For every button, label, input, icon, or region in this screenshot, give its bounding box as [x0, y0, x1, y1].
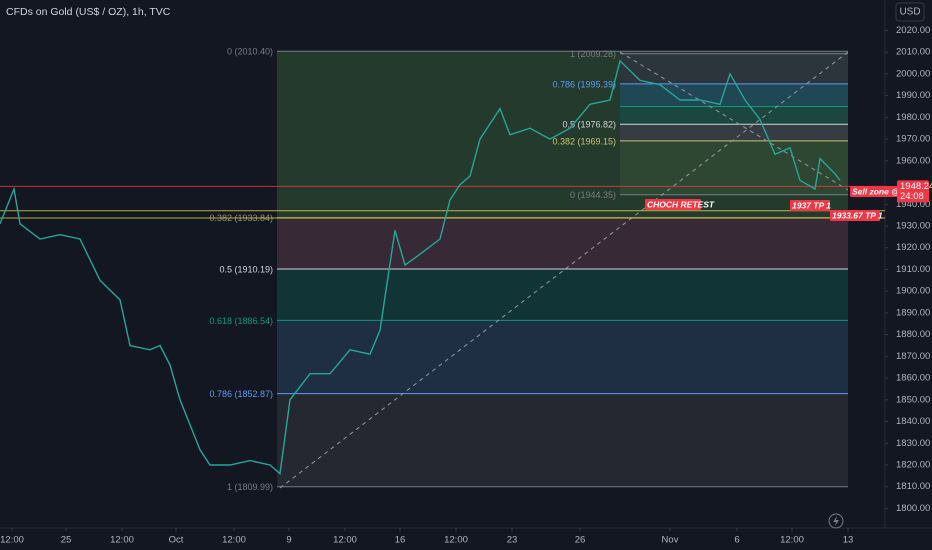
- y-tick-label: 1920.00: [896, 242, 930, 253]
- annotation: CHOCH RETEST: [647, 199, 715, 209]
- y-tick-label: 1970.00: [896, 134, 930, 145]
- x-tick-label: 26: [575, 535, 586, 546]
- fib-label: 0.786 (1852.87): [209, 389, 273, 399]
- chart-title: CFDs on Gold (US$ / OZ), 1h, TVC: [6, 6, 171, 18]
- y-tick-label: 1850.00: [896, 394, 930, 405]
- y-tick-label: 1980.00: [896, 112, 930, 123]
- x-tick-label: 6: [734, 535, 739, 546]
- x-tick-label: 12:00: [0, 535, 24, 546]
- y-tick-label: 1940.00: [896, 199, 930, 210]
- fib-label: 0 (2010.40): [227, 47, 273, 57]
- currency-button[interactable]: [895, 2, 925, 22]
- x-tick-label: 12:00: [333, 535, 357, 546]
- fib-label: 1 (2009.28): [570, 49, 616, 59]
- fib-zone: [277, 393, 848, 487]
- annotation: 1937 TP 1: [792, 200, 831, 210]
- x-tick-label: 12:00: [110, 535, 134, 546]
- y-tick-label: 1820.00: [896, 460, 930, 471]
- x-tick-label: Oct: [169, 535, 184, 546]
- x-tick-label: 25: [61, 535, 72, 546]
- fib-label: 0.382 (1969.15): [552, 136, 616, 146]
- fib-label: 0.5 (1910.19): [219, 264, 273, 274]
- last-price: 1948.24: [900, 181, 932, 192]
- y-tick-label: 1900.00: [896, 286, 930, 297]
- annotation: 1933.67 TP 1: [832, 210, 883, 220]
- y-tick-label: 1960.00: [896, 155, 930, 166]
- y-tick-label: 1870.00: [896, 351, 930, 362]
- y-tick-label: 1890.00: [896, 307, 930, 318]
- y-tick-label: 1910.00: [896, 264, 930, 275]
- y-tick-label: 1880.00: [896, 329, 930, 340]
- y-tick-label: 1840.00: [896, 416, 930, 427]
- x-tick-label: 13: [843, 535, 854, 546]
- annotation-box: [790, 200, 830, 211]
- fib-label: 0.618 (1886.54): [209, 316, 273, 326]
- x-tick-label: 16: [395, 535, 406, 546]
- fib-label: 0.786 (1995.39): [552, 79, 616, 89]
- annotation-box: [830, 210, 880, 221]
- y-tick-label: 2000.00: [896, 68, 930, 79]
- y-tick-label: 1810.00: [896, 481, 930, 492]
- fib-zone: [277, 269, 848, 321]
- x-tick-label: 9: [286, 535, 291, 546]
- annotation: Sell zone @ 1: [852, 186, 907, 196]
- fib-zone: [620, 53, 848, 84]
- y-tick-label: 2010.00: [896, 47, 930, 58]
- x-tick-label: 12:00: [222, 535, 246, 546]
- currency-label[interactable]: USD: [899, 7, 920, 18]
- fib-label: 0.5 (1976.82): [562, 120, 616, 130]
- fib-zone: [620, 124, 848, 141]
- fib-zone: [620, 83, 848, 107]
- y-tick-label: 1990.00: [896, 90, 930, 101]
- lightning-glyph: [833, 516, 839, 526]
- y-tick-label: 2020.00: [896, 25, 930, 36]
- fib-zone: [620, 106, 848, 125]
- annotation-box: [645, 199, 701, 210]
- fib-zone: [277, 217, 848, 270]
- countdown: 24:08: [900, 191, 924, 202]
- y-tick-label: 1860.00: [896, 373, 930, 384]
- lightning-icon[interactable]: [828, 513, 844, 529]
- annotation-box: [850, 186, 900, 197]
- x-tick-label: 12:00: [444, 535, 468, 546]
- fib-zone: [277, 320, 848, 394]
- y-tick-label: 1830.00: [896, 438, 930, 449]
- y-tick-label: 1930.00: [896, 220, 930, 231]
- x-tick-label: 23: [507, 535, 518, 546]
- y-tick-label: 1800.00: [896, 503, 930, 514]
- x-tick-label: 12:00: [780, 535, 804, 546]
- fib-label: 1 (1809.99): [227, 482, 273, 492]
- price-line: [0, 59, 841, 476]
- fib-label: 0 (1944.35): [570, 190, 616, 200]
- last-price-box: [897, 180, 929, 203]
- x-tick-label: Nov: [662, 535, 679, 546]
